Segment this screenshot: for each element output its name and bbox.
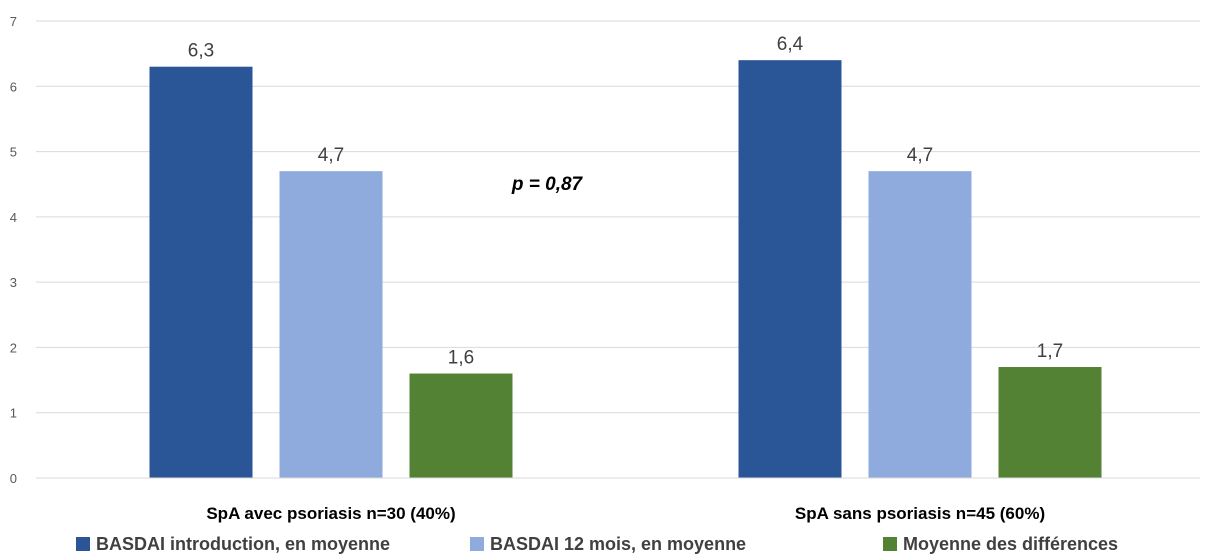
data-label: 6,3 xyxy=(188,41,214,62)
y-tick-label: 6 xyxy=(10,79,17,94)
legend-swatch xyxy=(883,537,897,551)
bar xyxy=(409,373,513,478)
legend-swatch xyxy=(470,537,484,551)
y-tick-label: 5 xyxy=(10,145,17,160)
legend-label: BASDAI introduction, en moyenne xyxy=(96,534,390,554)
data-labels: 6,3 6,4 4,7 4,7 1,6 1,7 xyxy=(188,34,1063,368)
bars xyxy=(149,60,1102,479)
category-labels: SpA avec psoriasis n=30 (40%) SpA sans ps… xyxy=(206,504,1045,523)
category-label: SpA sans psoriasis n=45 (60%) xyxy=(795,504,1045,523)
bar xyxy=(738,60,842,479)
bar xyxy=(998,367,1102,478)
y-tick-label: 7 xyxy=(10,14,17,29)
data-label: 4,7 xyxy=(318,145,344,166)
y-tick-label: 0 xyxy=(10,471,17,486)
p-value-annotation: p = 0,87 xyxy=(511,174,584,195)
bar xyxy=(149,66,253,478)
data-label: 1,6 xyxy=(448,348,474,369)
bar xyxy=(868,171,972,478)
data-label: 6,4 xyxy=(777,34,804,55)
data-label: 1,7 xyxy=(1037,341,1063,362)
legend: BASDAI introduction, en moyenne BASDAI 12… xyxy=(76,534,1118,554)
y-tick-label: 3 xyxy=(10,275,17,290)
legend-swatch xyxy=(76,537,90,551)
legend-label: BASDAI 12 mois, en moyenne xyxy=(490,534,746,554)
legend-label: Moyenne des différences xyxy=(903,534,1118,554)
y-axis-ticks: 0 1 2 3 4 5 6 7 xyxy=(10,14,17,486)
y-tick-label: 4 xyxy=(10,210,17,225)
y-tick-label: 1 xyxy=(10,406,17,421)
data-label: 4,7 xyxy=(907,145,933,166)
bar xyxy=(279,171,383,478)
category-label: SpA avec psoriasis n=30 (40%) xyxy=(206,504,455,523)
y-tick-label: 2 xyxy=(10,340,17,355)
